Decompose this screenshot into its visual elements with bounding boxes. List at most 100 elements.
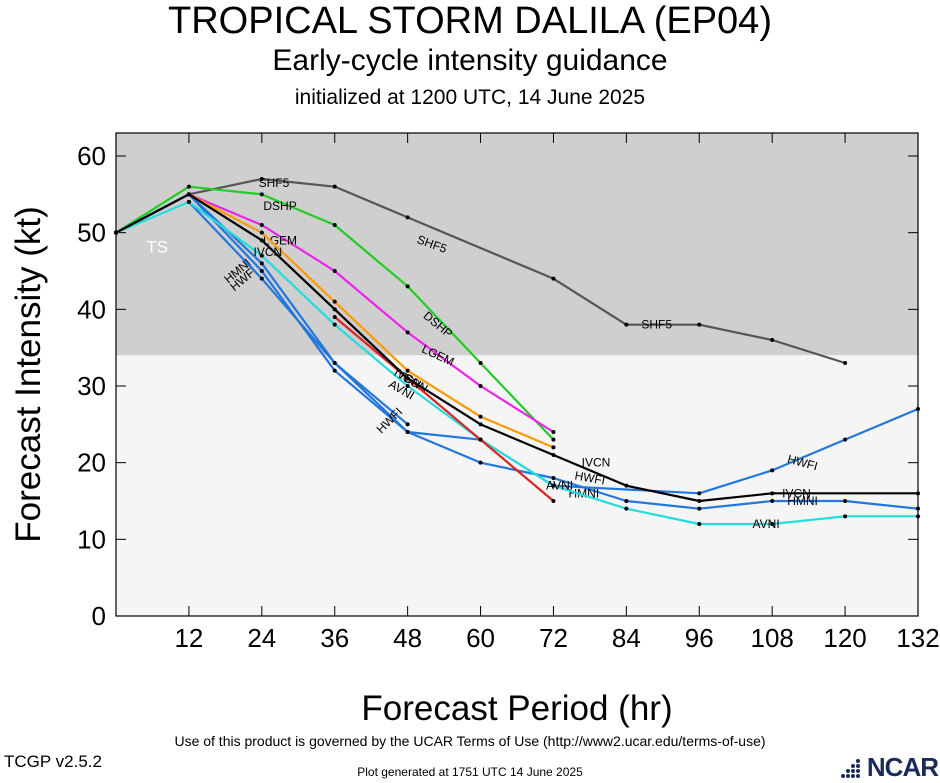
series-point-hmni-5 [405,430,410,434]
series-point-ivcn-9 [114,230,118,235]
series-point-hmni-5 [332,368,337,373]
series-point-hmni-5 [259,269,264,273]
chart-subtitle: Early-cycle intensity guidance [272,44,668,77]
series-label-avni-7: AVNI [753,517,780,531]
series-label-hmni-5: HMNI [787,494,818,508]
series-label-ivcn-9: IVCN [582,456,611,470]
series-label-shf5-0: SHF5 [641,318,672,332]
series-point-avni-7 [551,483,556,488]
series-point-dshp-1 [405,284,410,289]
y-tick-label-20: 20 [77,448,106,478]
x-tick-label-84: 84 [612,623,641,653]
series-point-hmni-5 [697,506,702,511]
series-label-shf5-0: SHF5 [259,176,290,190]
series-point-avni-7 [624,506,629,511]
series-point-unnamed-8 [332,315,337,319]
y-tick-label-50: 50 [77,218,106,248]
series-point-lgem-2 [551,430,556,434]
series-point-hwfi-4 [770,468,775,473]
series-point-icon-3 [478,414,483,419]
intensity-band-1 [116,355,918,616]
series-point-shf5-0 [624,322,629,327]
series-point-ivcn-9 [697,499,702,503]
series-point-hmni-5 [916,506,920,511]
series-point-dshp-1 [551,437,556,442]
series-label-ivcn-9: IVCN [782,486,811,500]
x-tick-label-72: 72 [539,623,568,653]
y-tick-label-40: 40 [77,294,106,324]
series-point-ivcn-9 [186,192,191,197]
series-point-avni-7 [697,522,702,526]
series-point-hmni-5 [551,476,556,480]
x-axis-label: Forecast Period (hr) [361,689,672,728]
terms-of-use-text: Use of this product is governed by the U… [174,733,766,749]
y-tick-label-0: 0 [92,601,106,631]
chart-title: TROPICAL STORM DALILA (EP04) [168,0,772,42]
series-point-hwfi-4 [916,407,920,411]
version-label: TCGP v2.5.2 [4,752,102,771]
series-line-avni-7 [115,200,918,526]
x-tick-label-24: 24 [247,623,276,653]
series-point-icon-3 [551,445,556,450]
series-point-shf5-0 [843,361,848,365]
series-point-icon-3 [332,299,337,304]
series-point-hwfi-6 [259,276,264,281]
series-point-dshp-1 [259,192,264,197]
ncar-logo: NCAR [839,752,939,783]
y-tick-label-10: 10 [77,524,106,554]
series-point-dshp-1 [478,361,483,365]
series-point-ivcn-9 [332,307,337,312]
series-point-dshp-1 [186,184,191,189]
series-point-hmni-5 [478,460,483,465]
y-axis-label: Forecast Intensity (kt) [9,206,48,542]
generated-time-text: Plot generated at 1751 UTC 14 June 2025 [357,765,583,779]
series-point-lgem-2 [405,330,410,335]
x-tick-label-108: 108 [750,623,793,653]
series-point-avni-7 [259,253,264,258]
series-point-ivcn-9 [916,491,920,496]
x-tick-label-132: 132 [896,623,939,653]
series-point-lgem-2 [259,223,264,227]
x-tick-label-120: 120 [823,623,866,653]
series-point-hwfi-4 [843,437,848,442]
y-tick-label-30: 30 [77,371,106,401]
series-point-ivcn-9 [405,376,410,381]
ncar-logo-text: NCAR [866,752,939,782]
intensity-band-0 [116,133,918,356]
series-point-avni-7 [916,514,920,519]
x-tick-label-12: 12 [174,623,203,653]
series-point-avni-7 [770,522,775,526]
series-point-avni-7 [405,384,410,388]
series-point-ivcn-9 [770,491,775,496]
series-line-hwfi-6 [188,201,409,426]
series-point-avni-7 [332,322,337,327]
series-point-hmni-5 [624,499,629,503]
series-point-hwfi-4 [697,491,702,496]
series-label-dshp-1: DSHP [263,199,296,213]
series-point-shf5-0 [551,276,556,281]
y-tick-label-60: 60 [77,141,106,171]
series-point-hmni-5 [770,499,775,503]
series-point-avni-7 [186,200,191,204]
series-point-avni-7 [843,514,848,519]
series-point-hwfi-6 [332,361,337,365]
series-point-icon-3 [405,368,410,373]
series-point-dshp-1 [332,223,337,227]
series-line-unnamed-8 [334,316,555,502]
plot-frame [115,132,919,617]
series-point-hwfi-4 [259,261,264,266]
series-point-ivcn-9 [259,238,264,243]
ncar-logo-mark-icon [840,759,860,778]
series-point-shf5-0 [332,184,337,189]
x-tick-label-36: 36 [320,623,349,653]
series-point-shf5-0 [405,215,410,220]
x-tick-label-96: 96 [685,623,714,653]
series-point-ivcn-9 [478,422,483,427]
series-point-icon-3 [259,230,264,235]
series-label-avni-7: AVNI [546,479,573,493]
series-line-shf5-0 [115,177,846,365]
x-tick-label-60: 60 [466,623,495,653]
series-point-shf5-0 [770,338,775,342]
band-label-ts: TS [146,238,168,257]
